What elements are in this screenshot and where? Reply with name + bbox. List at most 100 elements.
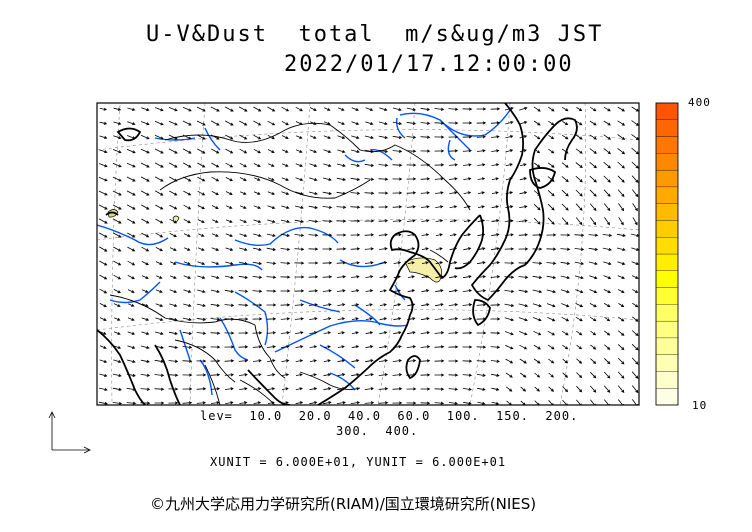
wind-arrow (533, 344, 541, 350)
wind-arrow (168, 134, 178, 140)
wind-arrow (113, 303, 121, 307)
wind-arrow (434, 317, 445, 321)
wind-arrow (378, 219, 389, 223)
wind-arrow (575, 217, 583, 226)
wind-arrow (322, 177, 332, 181)
wind-arrow (407, 303, 416, 307)
wind-arrow (604, 358, 611, 365)
wind-arrow (434, 135, 445, 139)
wind-arrow (548, 134, 555, 140)
wind-arrow (225, 233, 233, 237)
wind-arrow (336, 219, 347, 223)
wind-arrow (449, 275, 458, 279)
wind-arrow (588, 261, 598, 266)
wind-arrow (239, 233, 248, 237)
wind-arrow (197, 190, 206, 196)
wind-arrow (113, 289, 121, 294)
wind-arrow (239, 205, 247, 209)
wind-arrow (575, 203, 583, 211)
wind-arrow (604, 371, 611, 379)
wind-arrow (294, 261, 305, 265)
wind-arrow (268, 163, 275, 167)
wind-arrow (406, 401, 417, 405)
wind-arrow (378, 373, 389, 377)
wind-arrow (518, 233, 529, 237)
wind-arrow (197, 289, 206, 293)
wind-arrow (617, 134, 626, 141)
wind-arrow (462, 275, 472, 279)
wind-arrow (224, 387, 234, 391)
wind-arrow (407, 247, 416, 251)
wind-arrow (449, 233, 457, 237)
wind-arrow (406, 149, 417, 153)
wind-arrow (295, 149, 303, 153)
wind-arrow (295, 345, 304, 349)
wind-arrow (491, 205, 500, 209)
wind-arrow (169, 204, 178, 210)
wind-arrow (505, 372, 513, 378)
wind-arrow (295, 387, 303, 391)
wind-arrow (576, 330, 583, 336)
wind-arrow (211, 275, 220, 279)
wind-arrow (183, 303, 192, 307)
wind-arrow (98, 204, 108, 210)
wind-arrow (238, 261, 248, 265)
wind-arrow (210, 373, 221, 377)
wind-arrow (155, 289, 163, 293)
wind-arrow (420, 149, 431, 153)
wind-arrow (490, 275, 501, 279)
wind-arrow (295, 359, 304, 363)
wind-arrow (533, 106, 541, 112)
wind-arrow (253, 148, 261, 154)
wind-arrow (378, 135, 389, 139)
wind-arrow (365, 331, 374, 335)
wind-arrow (337, 135, 346, 139)
wind-arrow (602, 233, 613, 237)
wind-arrow (490, 331, 501, 335)
wind-arrow (168, 331, 178, 335)
wind-arrow (337, 289, 346, 293)
wind-arrow (112, 204, 122, 210)
wind-arrow (590, 371, 597, 379)
wind-arrow (155, 247, 163, 252)
wind-arrow (295, 191, 304, 196)
wind-arrow (280, 275, 291, 279)
wind-arrow (603, 161, 611, 169)
wind-arrow (240, 191, 247, 195)
wind-arrow (463, 401, 472, 405)
wind-arrow (491, 387, 500, 391)
wind-arrow (322, 205, 333, 209)
wind-arrow (589, 316, 597, 322)
wind-arrow (477, 387, 486, 391)
wind-arrow (378, 387, 389, 391)
wind-arrow (267, 387, 276, 391)
wind-arrow (560, 261, 571, 265)
colorbar-swatch (655, 287, 679, 305)
wind-arrow (463, 261, 472, 265)
wind-arrow (589, 217, 597, 226)
wind-arrow (211, 233, 219, 237)
wind-arrow (603, 120, 611, 126)
wind-arrow (351, 121, 360, 125)
wind-arrow (127, 317, 135, 321)
wind-arrow (322, 261, 333, 265)
wind-arrow (99, 317, 107, 321)
wind-arrow (126, 387, 137, 391)
wind-arrow (225, 191, 233, 195)
wind-arrow (210, 359, 221, 363)
wind-arrow (476, 331, 487, 335)
wind-arrow (281, 359, 290, 363)
wind-arrow (364, 233, 375, 237)
wind-arrow (588, 233, 599, 237)
colorbar-swatch (655, 320, 679, 339)
levels-line-1: lev= 10.0 20.0 40.0 60.0 100. 150. 200. (200, 409, 579, 423)
wind-arrow (168, 148, 178, 154)
colorbar-max-label: 400 (688, 96, 711, 109)
wind-arrow (546, 289, 557, 294)
wind-arrow (337, 345, 345, 349)
wind-arrow (505, 344, 514, 350)
wind-arrow (224, 359, 235, 363)
wind-arrow (141, 232, 150, 238)
wind-arrow (406, 359, 417, 363)
wind-arrow (532, 275, 543, 279)
